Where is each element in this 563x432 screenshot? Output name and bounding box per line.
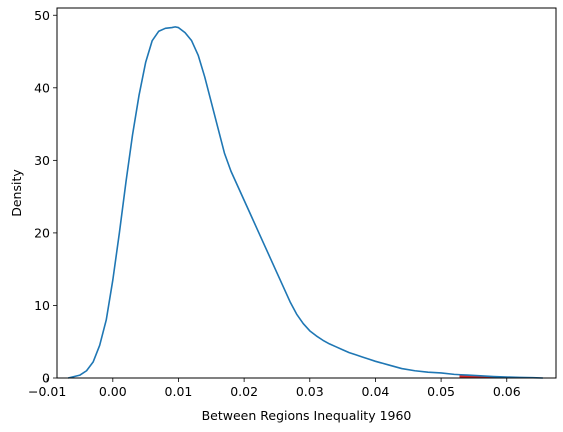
shaded-tail-region xyxy=(459,374,543,378)
y-tick-label: 30 xyxy=(34,153,50,168)
y-tick-label: 50 xyxy=(34,8,50,23)
x-axis-label: Between Regions Inequality 1960 xyxy=(202,408,412,423)
x-tick-label: 0.03 xyxy=(296,384,324,399)
y-axis-label: Density xyxy=(9,169,24,217)
x-tick-label: 0.02 xyxy=(230,384,258,399)
y-tick-label: 40 xyxy=(34,80,50,95)
y-axis: 0 10 20 30 40 50 xyxy=(34,8,57,386)
x-tick-label: 0.01 xyxy=(165,384,193,399)
density-line xyxy=(67,26,543,379)
x-tick-label: 0.05 xyxy=(427,384,455,399)
y-tick-label: 10 xyxy=(34,298,50,313)
plot-area xyxy=(67,26,543,379)
y-tick-label: 0 xyxy=(42,371,50,386)
axes-frame xyxy=(56,7,557,379)
x-tick-label: −0.01 xyxy=(28,384,66,399)
x-tick-label: 0.06 xyxy=(493,384,521,399)
y-tick-label: 20 xyxy=(34,225,50,240)
x-tick-label: 0.04 xyxy=(362,384,390,399)
x-axis: −0.01 0.00 0.01 0.02 0.03 0.04 0.05 0.06 xyxy=(28,378,521,399)
x-tick-label: 0.00 xyxy=(99,384,127,399)
